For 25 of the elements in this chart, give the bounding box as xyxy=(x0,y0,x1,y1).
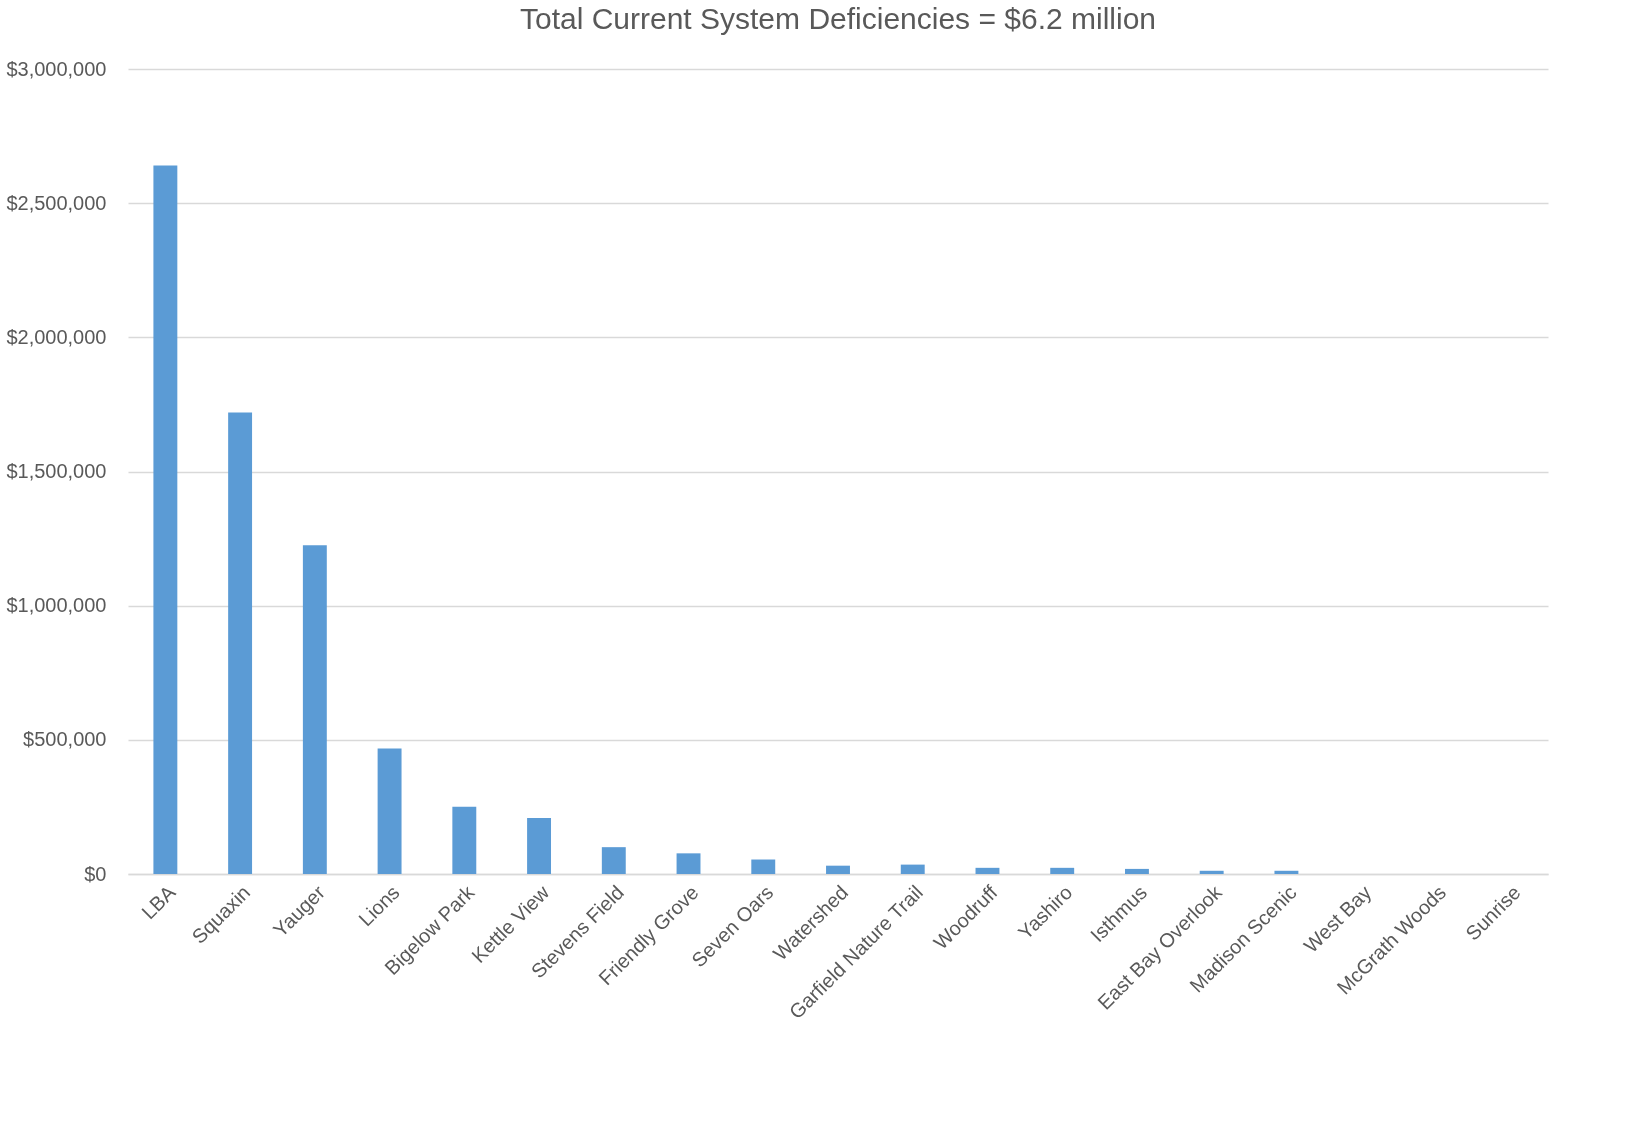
x-tick-label: LBA xyxy=(137,880,180,924)
bar xyxy=(1274,870,1299,874)
bar xyxy=(452,806,477,874)
bar xyxy=(1199,870,1224,874)
bar xyxy=(751,859,776,874)
y-tick-label: $2,500,000 xyxy=(6,191,107,214)
chart-title: Total Current System Deficiencies = $6.2 million xyxy=(519,2,1157,35)
y-tick-label: $500,000 xyxy=(23,728,107,751)
bar xyxy=(302,545,327,874)
bar xyxy=(601,847,626,874)
bar xyxy=(826,865,850,874)
bar xyxy=(1050,867,1075,874)
bar xyxy=(527,817,552,874)
y-tick-label: $2,000,000 xyxy=(6,325,107,348)
bar xyxy=(676,853,701,874)
y-tick-label: $1,000,000 xyxy=(6,594,107,617)
bar xyxy=(377,748,402,874)
bar xyxy=(900,864,925,874)
y-tick-label: $1,500,000 xyxy=(6,460,107,482)
bar xyxy=(228,412,253,874)
y-tick-label: $3,000,000 xyxy=(6,57,107,80)
y-tick-label: $0 xyxy=(84,862,107,885)
bar xyxy=(975,867,1000,874)
bar xyxy=(1124,868,1149,874)
bar xyxy=(153,165,178,874)
